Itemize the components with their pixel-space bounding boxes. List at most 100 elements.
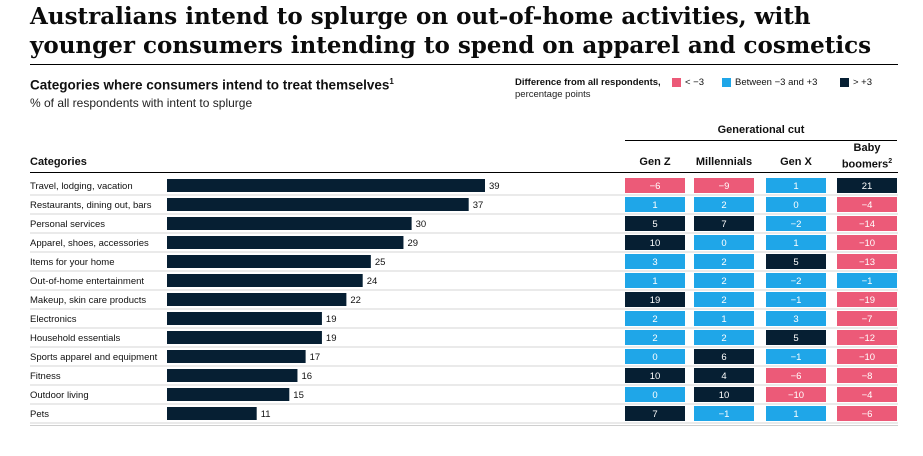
difference-value: 2 [721,257,726,268]
difference-value: 5 [652,219,657,230]
column-header-gen-z: Gen Z [639,156,671,168]
bar [167,407,257,420]
bar-value-label: 37 [473,200,484,211]
difference-cell [625,292,685,307]
difference-value: 4 [721,371,726,382]
bar [167,312,322,325]
difference-value: 2 [721,295,726,306]
bar [167,293,347,306]
bar-value-label: 30 [416,219,427,230]
legend-item-mid: Between −3 and +3 [722,77,817,88]
category-label: Items for your home [30,257,114,268]
category-label: Restaurants, dining out, bars [30,200,152,211]
difference-value: −6 [862,409,873,420]
legend-title: Difference from all respondents, [515,77,661,88]
difference-cell [837,235,897,250]
difference-cell [837,273,897,288]
category-label: Personal services [30,219,105,230]
difference-value: 10 [719,390,730,401]
difference-value: 1 [793,181,798,192]
footnote-rule [30,425,898,426]
bar [167,236,404,249]
header-rule [30,172,898,173]
difference-value: 0 [793,200,798,211]
difference-cell [694,235,754,250]
difference-value: 6 [721,352,726,363]
difference-value: 5 [793,333,798,344]
bar-value-label: 22 [350,295,361,306]
difference-value: 7 [652,409,657,420]
difference-cell [837,387,897,402]
difference-value: 10 [650,371,661,382]
chart-title: Categories where consumers intend to tre… [30,77,394,93]
legend-unit: percentage points [515,89,591,100]
difference-value: −1 [862,276,873,287]
bar-value-label: 17 [310,352,321,363]
difference-cell [694,349,754,364]
difference-value: 2 [721,276,726,287]
legend-item-low: < −3 [672,77,704,88]
bar-value-label: 19 [326,314,337,325]
column-header-baby-boomers-label: Baby boomers [841,142,889,171]
difference-cell [837,178,897,193]
generational-cut-header: Generational cut [717,124,805,136]
bar-value-label: 11 [261,409,271,420]
difference-cell [625,254,685,269]
difference-value: −4 [862,200,873,211]
difference-value: 2 [652,333,657,344]
difference-cell [625,311,685,326]
difference-cell [766,273,826,288]
difference-cell [694,292,754,307]
difference-cell [766,387,826,402]
category-label: Travel, lodging, vacation [30,181,133,192]
difference-value: 5 [793,257,798,268]
difference-cell [625,216,685,231]
difference-cell [766,254,826,269]
difference-value: 0 [652,390,657,401]
chart-title-text: Categories where consumers intend to tre… [30,77,390,93]
difference-cell [694,254,754,269]
category-label: Makeup, skin care products [30,295,146,306]
categories-header: Categories [30,156,87,168]
bar [167,274,363,287]
page-title: Australians intend to splurge on out-of-… [30,3,872,59]
category-label: Apparel, shoes, accessories [30,238,149,249]
difference-cell [766,311,826,326]
difference-value: 2 [652,314,657,325]
category-label: Out-of-home entertainment [30,276,144,287]
difference-cell [625,197,685,212]
category-label: Pets [30,409,49,420]
difference-cell [766,197,826,212]
difference-cell [837,292,897,307]
difference-value: −19 [859,295,875,306]
difference-value: −2 [791,276,802,287]
difference-cell [625,330,685,345]
difference-cell [625,273,685,288]
bar-value-label: 16 [301,371,312,382]
bar [167,217,412,230]
difference-value: 21 [862,181,873,192]
difference-cell [625,406,685,421]
difference-cell [766,368,826,383]
difference-value: −10 [859,238,875,249]
difference-value: −10 [788,390,804,401]
difference-value: −6 [650,181,661,192]
difference-value: 1 [721,314,726,325]
bar [167,255,371,268]
difference-value: 2 [721,333,726,344]
difference-cell [766,406,826,421]
difference-cell [694,406,754,421]
difference-cell [837,330,897,345]
difference-value: −1 [791,295,802,306]
bar [167,369,298,382]
difference-cell [766,330,826,345]
difference-cell [837,216,897,231]
legend-label-low: < −3 [685,77,705,88]
difference-cell [694,216,754,231]
difference-value: 10 [650,238,661,249]
difference-cell [625,349,685,364]
difference-value: 19 [650,295,661,306]
bar [167,179,485,192]
difference-value: −8 [862,371,873,382]
difference-value: 3 [793,314,798,325]
